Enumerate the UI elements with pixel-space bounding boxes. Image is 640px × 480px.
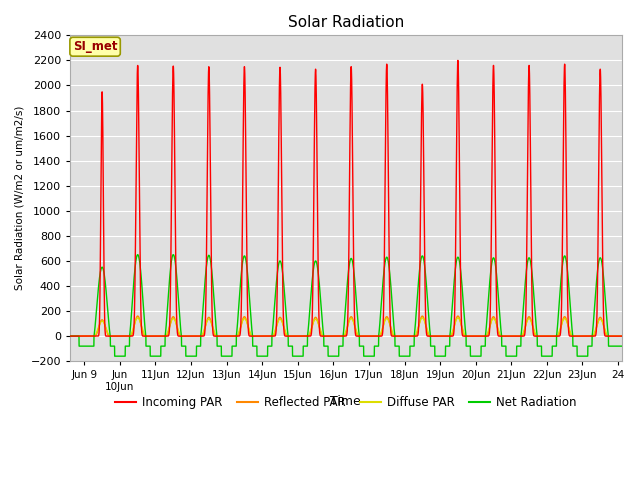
- Title: Solar Radiation: Solar Radiation: [288, 15, 404, 30]
- Legend: Incoming PAR, Reflected PAR, Diffuse PAR, Net Radiation: Incoming PAR, Reflected PAR, Diffuse PAR…: [111, 392, 581, 414]
- Y-axis label: Solar Radiation (W/m2 or um/m2/s): Solar Radiation (W/m2 or um/m2/s): [15, 106, 25, 290]
- X-axis label: Time: Time: [330, 395, 361, 408]
- Text: SI_met: SI_met: [73, 40, 117, 53]
